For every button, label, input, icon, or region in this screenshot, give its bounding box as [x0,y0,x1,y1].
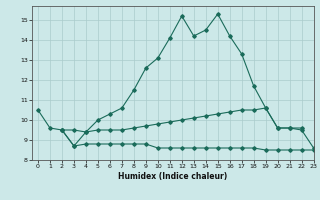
X-axis label: Humidex (Indice chaleur): Humidex (Indice chaleur) [118,172,228,181]
